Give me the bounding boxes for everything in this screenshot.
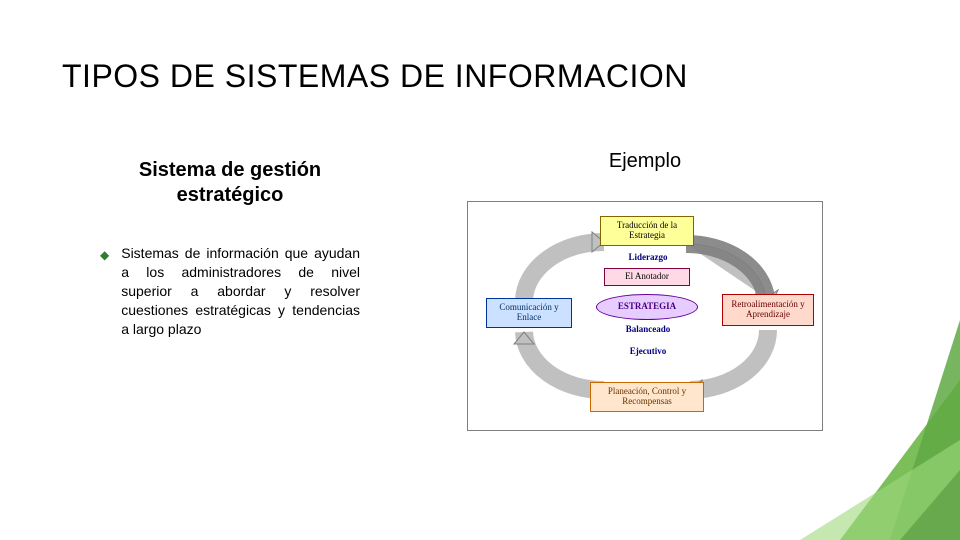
diagram-box-center-outer: El Anotador	[604, 268, 690, 286]
diagram-label-ejecutivo: Ejecutivo	[620, 346, 676, 358]
bullet-icon: ◆	[100, 248, 109, 262]
right-column: Ejemplo Traducción de la Estrategia Lide…	[460, 150, 830, 431]
diagram-label-balanceado: Balanceado	[616, 324, 680, 336]
diagram-frame: Traducción de la Estrategia Liderazgo Co…	[467, 201, 823, 431]
example-label: Ejemplo	[460, 150, 830, 173]
diagram-box-right: Retroalimentación y Aprendizaje	[722, 294, 814, 326]
bullet-item: ◆ Sistemas de información que ayudan a l…	[100, 244, 360, 338]
diagram-box-left: Comunicación y Enlace	[486, 298, 572, 328]
diagram-box-bottom: Planeación, Control y Recompensas	[590, 382, 704, 412]
subheading: Sistema de gestión estratégico	[100, 158, 360, 208]
slide-title: TIPOS DE SISTEMAS DE INFORMACION	[62, 58, 688, 95]
bullet-text: Sistemas de información que ayudan a los…	[121, 244, 360, 338]
diagram-box-center-inner: ESTRATEGIA	[596, 294, 698, 320]
diagram-label-liderazgo: Liderazgo	[618, 252, 678, 264]
diagram-box-top: Traducción de la Estrategia	[600, 216, 694, 246]
left-column: Sistema de gestión estratégico ◆ Sistema…	[100, 158, 360, 338]
